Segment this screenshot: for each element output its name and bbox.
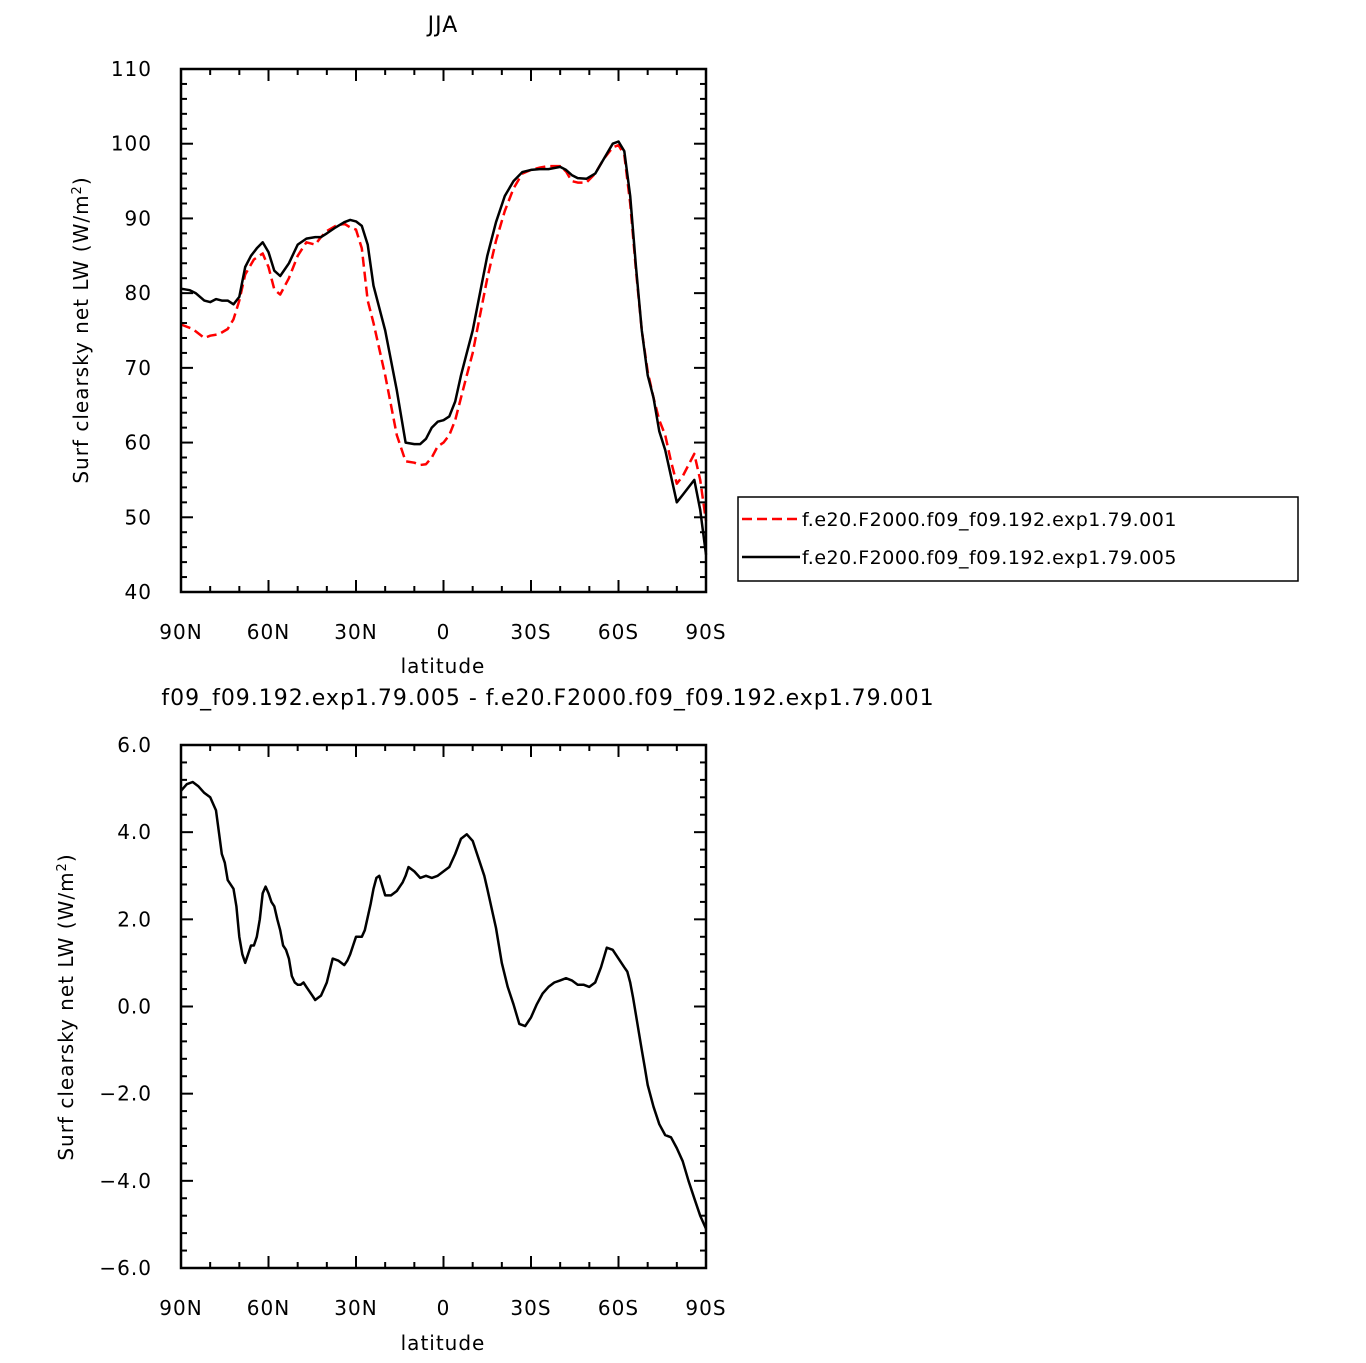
bottom-chart-frame bbox=[179, 743, 708, 1270]
x-tick-label: 90N bbox=[159, 1296, 202, 1320]
legend-label-series-1: f.e20.F2000.f09_f09.192.exp1.79.001 bbox=[802, 509, 1177, 531]
y-tick-label: 0.0 bbox=[117, 995, 152, 1019]
top-chart-frame bbox=[179, 67, 708, 594]
x-tick-label: 0 bbox=[437, 1296, 451, 1320]
top-chart-title: JJA bbox=[426, 13, 459, 38]
y-tick-label: 2.0 bbox=[117, 907, 152, 931]
x-tick-label: 30N bbox=[334, 620, 377, 644]
y-tick-label: 100 bbox=[111, 132, 152, 156]
x-tick-label: 30S bbox=[510, 620, 551, 644]
bottom-chart: f09_f09.192.exp1.79.005 - f.e20.F2000.f0… bbox=[54, 686, 934, 1355]
bottom-chart-title: f09_f09.192.exp1.79.005 - f.e20.F2000.f0… bbox=[161, 686, 934, 711]
series-line-1 bbox=[180, 780, 708, 1230]
top-chart-y-axis-label: Surf clearsky net LW (W/m2) bbox=[69, 176, 93, 483]
legend-label-series-2: f.e20.F2000.f09_f09.192.exp1.79.005 bbox=[802, 547, 1177, 569]
x-tick-label: 30S bbox=[510, 1296, 551, 1320]
x-tick-label: 60S bbox=[598, 1296, 639, 1320]
bottom-chart-ticks: 90N 60N 30N 0 30S 60S 90S 6.0 4.0 2.0 0.0 −2.0 −4.0 −… bbox=[99, 733, 726, 1320]
legend-box bbox=[737, 496, 1299, 582]
y-tick-label: 6.0 bbox=[117, 733, 152, 757]
y-tick-label: 80 bbox=[125, 281, 152, 305]
x-tick-label: 90S bbox=[685, 1296, 726, 1320]
x-tick-label: 60N bbox=[247, 1296, 290, 1320]
y-tick-label: 4.0 bbox=[117, 820, 152, 844]
y-tick-label: 40 bbox=[125, 580, 152, 604]
x-tick-label: 90N bbox=[159, 620, 202, 644]
bottom-chart-y-axis-label: Surf clearsky net LW (W/m2) bbox=[54, 853, 78, 1160]
y-tick-label: −4.0 bbox=[99, 1169, 152, 1193]
top-chart-legend: f.e20.F2000.f09_f09.192.exp1.79.001 f.e2… bbox=[737, 496, 1299, 582]
y-tick-label: 70 bbox=[125, 356, 152, 380]
y-tick-label: 60 bbox=[125, 431, 152, 455]
bottom-chart-plot-area bbox=[180, 780, 708, 1230]
series-line-2 bbox=[180, 140, 708, 555]
top-chart-ticks: 90N 60N 30N 0 30S 60S 90S 40 50 60 70 80 90 100 110 bbox=[111, 57, 726, 644]
y-tick-label: −6.0 bbox=[99, 1256, 152, 1280]
y-tick-label: 50 bbox=[125, 505, 152, 529]
x-tick-label: 30N bbox=[334, 1296, 377, 1320]
bottom-chart-x-axis-label: latitude bbox=[401, 1331, 486, 1355]
top-chart: JJA 90N 60N 30N 0 30S 60S 90S 40 50 60 70 80 90 100 11… bbox=[69, 13, 1299, 678]
series-line-1 bbox=[180, 143, 708, 522]
y-tick-label: 90 bbox=[125, 206, 152, 230]
top-chart-x-axis-label: latitude bbox=[401, 654, 486, 678]
x-tick-label: 60S bbox=[598, 620, 639, 644]
top-chart-plot-area bbox=[180, 140, 708, 555]
x-tick-label: 90S bbox=[685, 620, 726, 644]
x-tick-label: 0 bbox=[437, 620, 451, 644]
x-tick-label: 60N bbox=[247, 620, 290, 644]
y-tick-label: −2.0 bbox=[99, 1082, 152, 1106]
y-tick-label: 110 bbox=[111, 57, 152, 81]
